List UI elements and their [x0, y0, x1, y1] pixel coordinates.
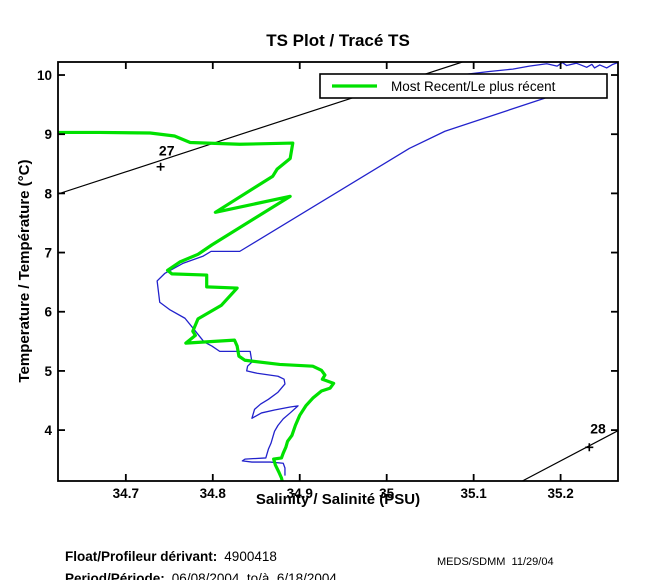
y-tick-label: 6: [44, 305, 52, 320]
y-tick-label: 10: [37, 68, 52, 83]
period-line: Period/Période: 06/08/2004 to/à 6/18/2004: [50, 556, 337, 580]
float-id-line: Float/Profileur dérivant: 4900418: [50, 534, 277, 579]
period-label: Period/Période:: [65, 571, 165, 580]
x-tick-label: 35: [379, 486, 395, 501]
y-tick-label: 8: [44, 186, 52, 201]
x-tick-label: 34.9: [287, 486, 313, 501]
y-axis-label: Temperature / Température (°C): [16, 159, 33, 383]
density-contour-28-label: 28: [590, 421, 606, 437]
x-tick-label: 35.1: [461, 486, 488, 501]
x-axis-label: Salinity / Salinité (PSU): [255, 491, 421, 508]
density-contour-28-marker: [585, 443, 594, 452]
legend-label: Most Recent/Le plus récent: [391, 79, 556, 94]
credit-stamp: MEDS/SDMM 11/29/04: [437, 556, 554, 568]
x-tick-label: 34.8: [200, 486, 227, 501]
y-tick-label: 5: [44, 364, 52, 379]
x-tick-label: 34.7: [113, 486, 139, 501]
period-value: 06/08/2004 to/à 6/18/2004: [171, 571, 337, 580]
most-recent-profile-line: [58, 130, 336, 481]
y-tick-label: 4: [44, 423, 52, 438]
density-contour-27-label: 27: [159, 143, 175, 159]
chart-title: TS Plot / Tracé TS: [266, 31, 410, 50]
x-tick-label: 35.2: [547, 486, 573, 501]
density-contour-28-line: [522, 430, 618, 481]
y-tick-label: 7: [44, 246, 52, 261]
previous-profile-line: [156, 62, 618, 476]
axes-box: [57, 61, 619, 482]
float-id-value: 4900418: [224, 549, 277, 564]
y-tick-label: 9: [44, 127, 52, 142]
float-id-label: Float/Profileur dérivant:: [65, 549, 218, 564]
density-contour-27-marker: [156, 162, 165, 171]
